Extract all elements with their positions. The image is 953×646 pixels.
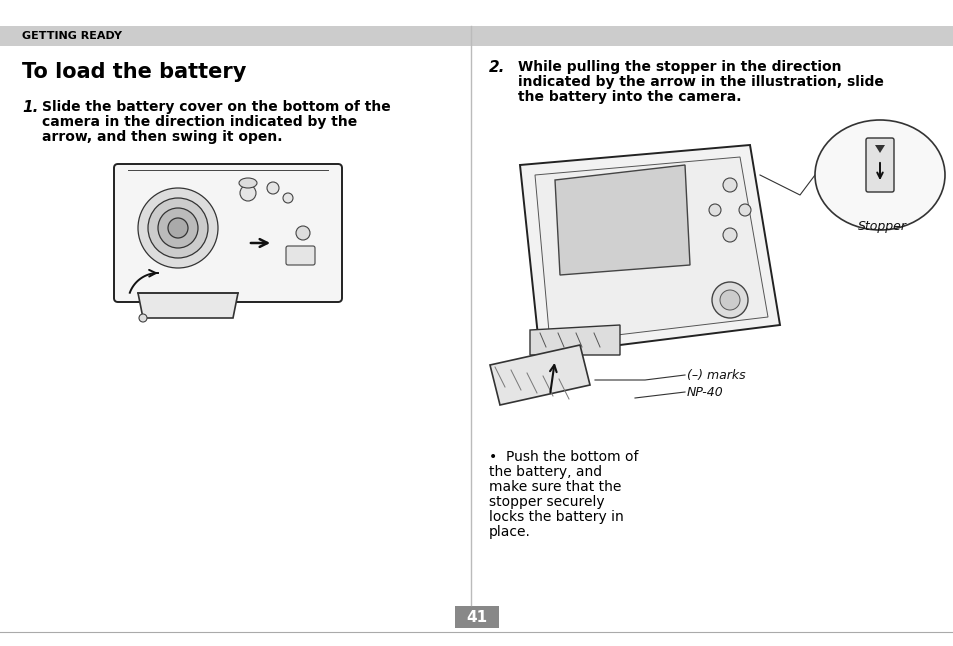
Circle shape xyxy=(148,198,208,258)
Circle shape xyxy=(720,290,740,310)
Text: the battery, and: the battery, and xyxy=(489,465,601,479)
Polygon shape xyxy=(490,345,589,405)
Circle shape xyxy=(267,182,278,194)
Circle shape xyxy=(295,226,310,240)
FancyBboxPatch shape xyxy=(113,164,341,302)
Polygon shape xyxy=(535,157,767,343)
Text: indicated by the arrow in the illustration, slide: indicated by the arrow in the illustrati… xyxy=(517,75,882,89)
Circle shape xyxy=(138,188,218,268)
Text: 41: 41 xyxy=(466,609,487,625)
Text: make sure that the: make sure that the xyxy=(489,480,620,494)
Bar xyxy=(455,606,498,628)
Ellipse shape xyxy=(239,178,256,188)
Text: Stopper: Stopper xyxy=(857,220,905,233)
Circle shape xyxy=(739,204,750,216)
Circle shape xyxy=(240,185,255,201)
Circle shape xyxy=(168,218,188,238)
Circle shape xyxy=(158,208,198,248)
Polygon shape xyxy=(874,145,884,153)
Text: arrow, and then swing it open.: arrow, and then swing it open. xyxy=(42,130,282,144)
Text: the battery into the camera.: the battery into the camera. xyxy=(517,90,740,104)
Text: 2.: 2. xyxy=(489,60,505,75)
Ellipse shape xyxy=(814,120,944,230)
Text: locks the battery in: locks the battery in xyxy=(489,510,623,524)
Circle shape xyxy=(711,282,747,318)
Text: stopper securely: stopper securely xyxy=(489,495,604,509)
FancyBboxPatch shape xyxy=(865,138,893,192)
Bar xyxy=(0,26,953,46)
Text: Slide the battery cover on the bottom of the: Slide the battery cover on the bottom of… xyxy=(42,100,391,114)
Circle shape xyxy=(708,204,720,216)
Text: While pulling the stopper in the direction: While pulling the stopper in the directi… xyxy=(517,60,841,74)
Text: NP-40: NP-40 xyxy=(686,386,723,399)
Text: To load the battery: To load the battery xyxy=(22,62,246,82)
Text: (–) marks: (–) marks xyxy=(686,368,745,382)
Text: camera in the direction indicated by the: camera in the direction indicated by the xyxy=(42,115,356,129)
Polygon shape xyxy=(530,325,619,355)
Circle shape xyxy=(722,178,737,192)
Text: 1.: 1. xyxy=(22,100,38,115)
Polygon shape xyxy=(138,293,237,318)
Polygon shape xyxy=(519,145,780,355)
Text: •  Push the bottom of: • Push the bottom of xyxy=(489,450,638,464)
Text: place.: place. xyxy=(489,525,530,539)
Circle shape xyxy=(283,193,293,203)
FancyBboxPatch shape xyxy=(286,246,314,265)
Circle shape xyxy=(139,314,147,322)
Polygon shape xyxy=(555,165,689,275)
Circle shape xyxy=(722,228,737,242)
Text: GETTING READY: GETTING READY xyxy=(22,31,122,41)
